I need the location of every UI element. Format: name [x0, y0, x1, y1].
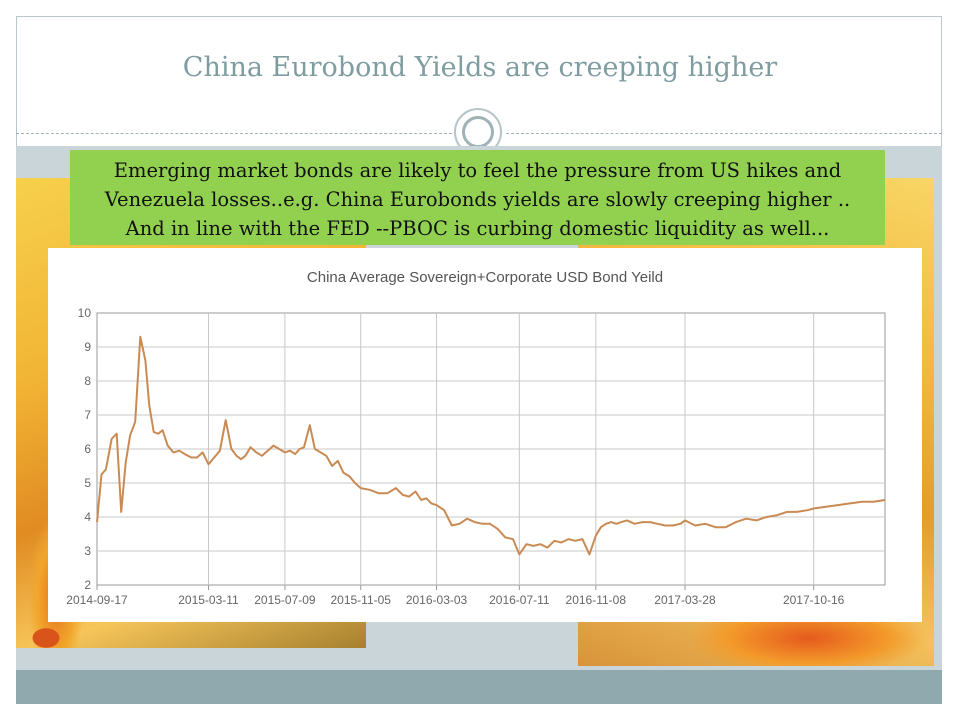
ornament-ring	[462, 116, 494, 148]
y-tick-label: 5	[84, 476, 91, 490]
chart-container: China Average Sovereign+Corporate USD Bo…	[48, 248, 922, 622]
divider-left	[16, 133, 452, 134]
slide-title: China Eurobond Yields are creeping highe…	[182, 52, 778, 83]
callout-line-1: Emerging market bonds are likely to feel…	[113, 159, 842, 182]
x-tick-label: 2016-03-03	[406, 593, 468, 607]
x-tick-label: 2015-11-05	[330, 593, 391, 607]
y-tick-label: 8	[84, 374, 91, 388]
yield-series-line	[96, 335, 886, 556]
y-tick-label: 2	[84, 578, 91, 592]
callout-line-3: And in line with the FED --PBOC is curbi…	[125, 217, 830, 240]
y-tick-label: 4	[84, 510, 91, 524]
x-tick-label: 2015-03-11	[178, 593, 239, 607]
y-tick-label: 10	[78, 306, 92, 320]
callout-box: Emerging market bonds are likely to feel…	[70, 150, 885, 245]
x-tick-label: 2015-07-09	[254, 593, 316, 607]
y-tick-label: 3	[84, 544, 91, 558]
x-tick-label: 2016-11-08	[566, 593, 627, 607]
footer-bar	[16, 670, 942, 704]
divider-right	[506, 133, 942, 134]
chart-title: China Average Sovereign+Corporate USD Bo…	[307, 269, 663, 286]
callout-line-2: Venezuela losses..e.g. China Eurobonds y…	[104, 188, 851, 211]
x-tick-label: 2017-10-16	[783, 593, 845, 607]
y-tick-label: 7	[84, 408, 91, 422]
y-tick-label: 6	[84, 442, 91, 456]
x-tick-label: 2016-07-11	[489, 593, 550, 607]
yield-line-chart: China Average Sovereign+Corporate USD Bo…	[66, 269, 886, 607]
x-tick-label: 2014-09-17	[66, 593, 128, 607]
y-tick-label: 9	[84, 340, 91, 354]
x-tick-label: 2017-03-28	[654, 593, 716, 607]
